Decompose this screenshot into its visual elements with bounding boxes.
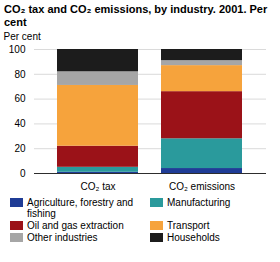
svg-text:Per cent: Per cent [4,31,41,42]
html-text:Other industries: Other industries [27,232,98,243]
svg-text:20: 20 [14,143,26,154]
svg-text:80: 80 [14,69,26,80]
svg-text:40: 40 [14,118,26,129]
svg-text:CO₂ tax: CO₂ tax [81,181,116,192]
html-text:Transport: Transport [167,220,210,231]
html-text:CO₂ tax and CO₂ emissions, by: CO₂ tax and CO₂ emissions, by industry. … [4,3,268,28]
html-text:Manufacturing: Manufacturing [167,197,231,208]
svg-text:60: 60 [14,93,26,104]
html-text:Oil and gas extraction: Oil and gas extraction [27,220,124,231]
html-text:Agriculture, forestry and fish: Agriculture, forestry and fishing [27,197,134,219]
html-text:Households: Households [167,232,220,243]
svg-text:CO₂ emissions: CO₂ emissions [169,181,235,192]
svg-text:100: 100 [9,44,26,55]
svg-text:0: 0 [20,168,26,179]
